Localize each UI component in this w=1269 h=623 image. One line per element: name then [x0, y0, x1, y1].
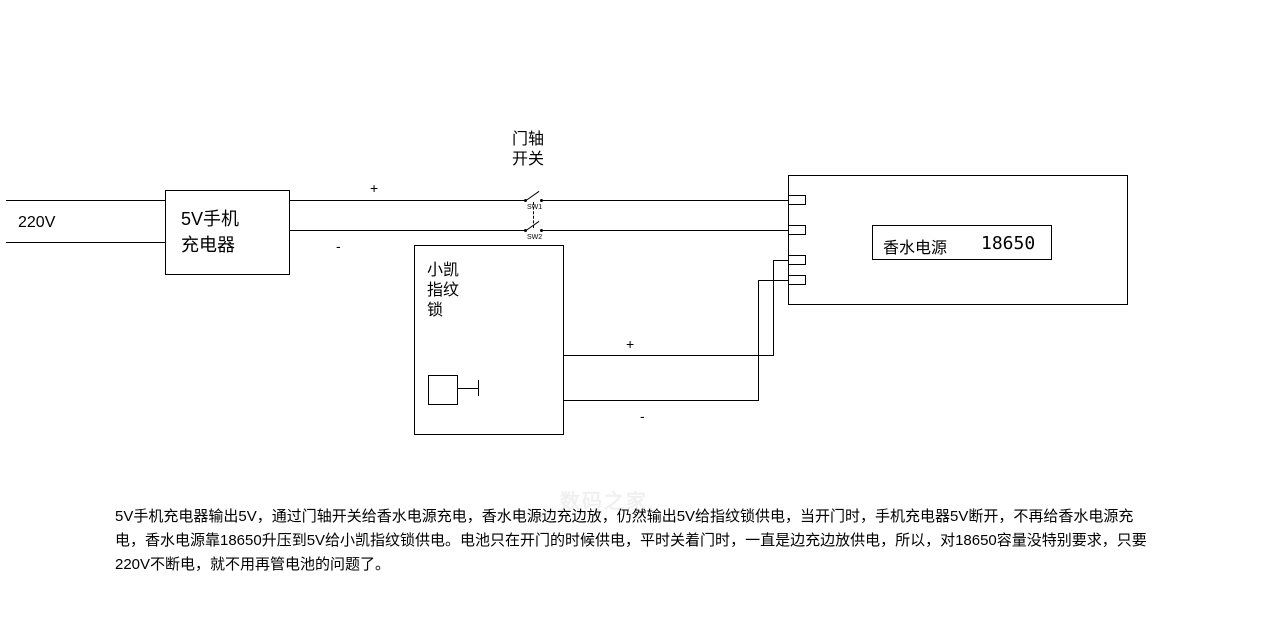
battery-label: 18650: [981, 233, 1035, 254]
switch-title-2: 开关: [512, 145, 544, 169]
wire-in-bot: [6, 242, 165, 243]
wire-out-top-right: [541, 200, 788, 201]
wire-out-bot-right: [541, 230, 788, 231]
plus-charger: +: [370, 180, 378, 196]
wire-to-lock-top: [564, 355, 774, 356]
pb-output-term-bot: [788, 275, 806, 285]
lock-inner-stub-v: [478, 380, 479, 396]
pb-out-down2: [758, 280, 759, 400]
lock-inner-stub-h: [458, 388, 478, 389]
pb-input-term-top: [788, 195, 806, 205]
input-voltage-label: 220V: [18, 214, 55, 232]
lock-label-3: 锁: [427, 296, 443, 320]
diagram-canvas: 220V 5V手机 充电器 + - 门轴 开关 SW1 SW2 香水电源 186…: [0, 0, 1269, 623]
switch-ganged-link: [533, 202, 534, 228]
lock-inner-box: [428, 375, 458, 405]
charger-label-1: 5V手机: [181, 205, 239, 231]
charger-box: 5V手机 充电器: [165, 190, 290, 275]
powerbank-label: 香水电源: [883, 234, 947, 258]
sw1-arm: [526, 191, 540, 201]
battery-box: 香水电源 18650: [872, 225, 1052, 260]
pb-out-stub1: [773, 260, 788, 261]
description-text: 5V手机充电器输出5V，通过门轴开关给香水电源充电，香水电源边充边放，仍然输出5…: [115, 505, 1155, 577]
wire-to-lock-bot: [564, 400, 759, 401]
pb-out-down1: [773, 260, 774, 355]
lock-box: 小凯 指纹 锁: [414, 245, 564, 435]
pb-input-term-bot: [788, 225, 806, 235]
plus-lock: +: [626, 336, 634, 352]
wire-in-top: [6, 200, 165, 201]
minus-charger: -: [336, 238, 341, 254]
sw1-label: SW1: [527, 204, 542, 211]
wire-out-bot-left: [290, 230, 525, 231]
minus-lock: -: [640, 408, 645, 424]
wire-out-top-left: [290, 200, 525, 201]
sw2-label: SW2: [527, 234, 542, 241]
charger-label-2: 充电器: [181, 231, 235, 257]
pb-output-term-top: [788, 255, 806, 265]
